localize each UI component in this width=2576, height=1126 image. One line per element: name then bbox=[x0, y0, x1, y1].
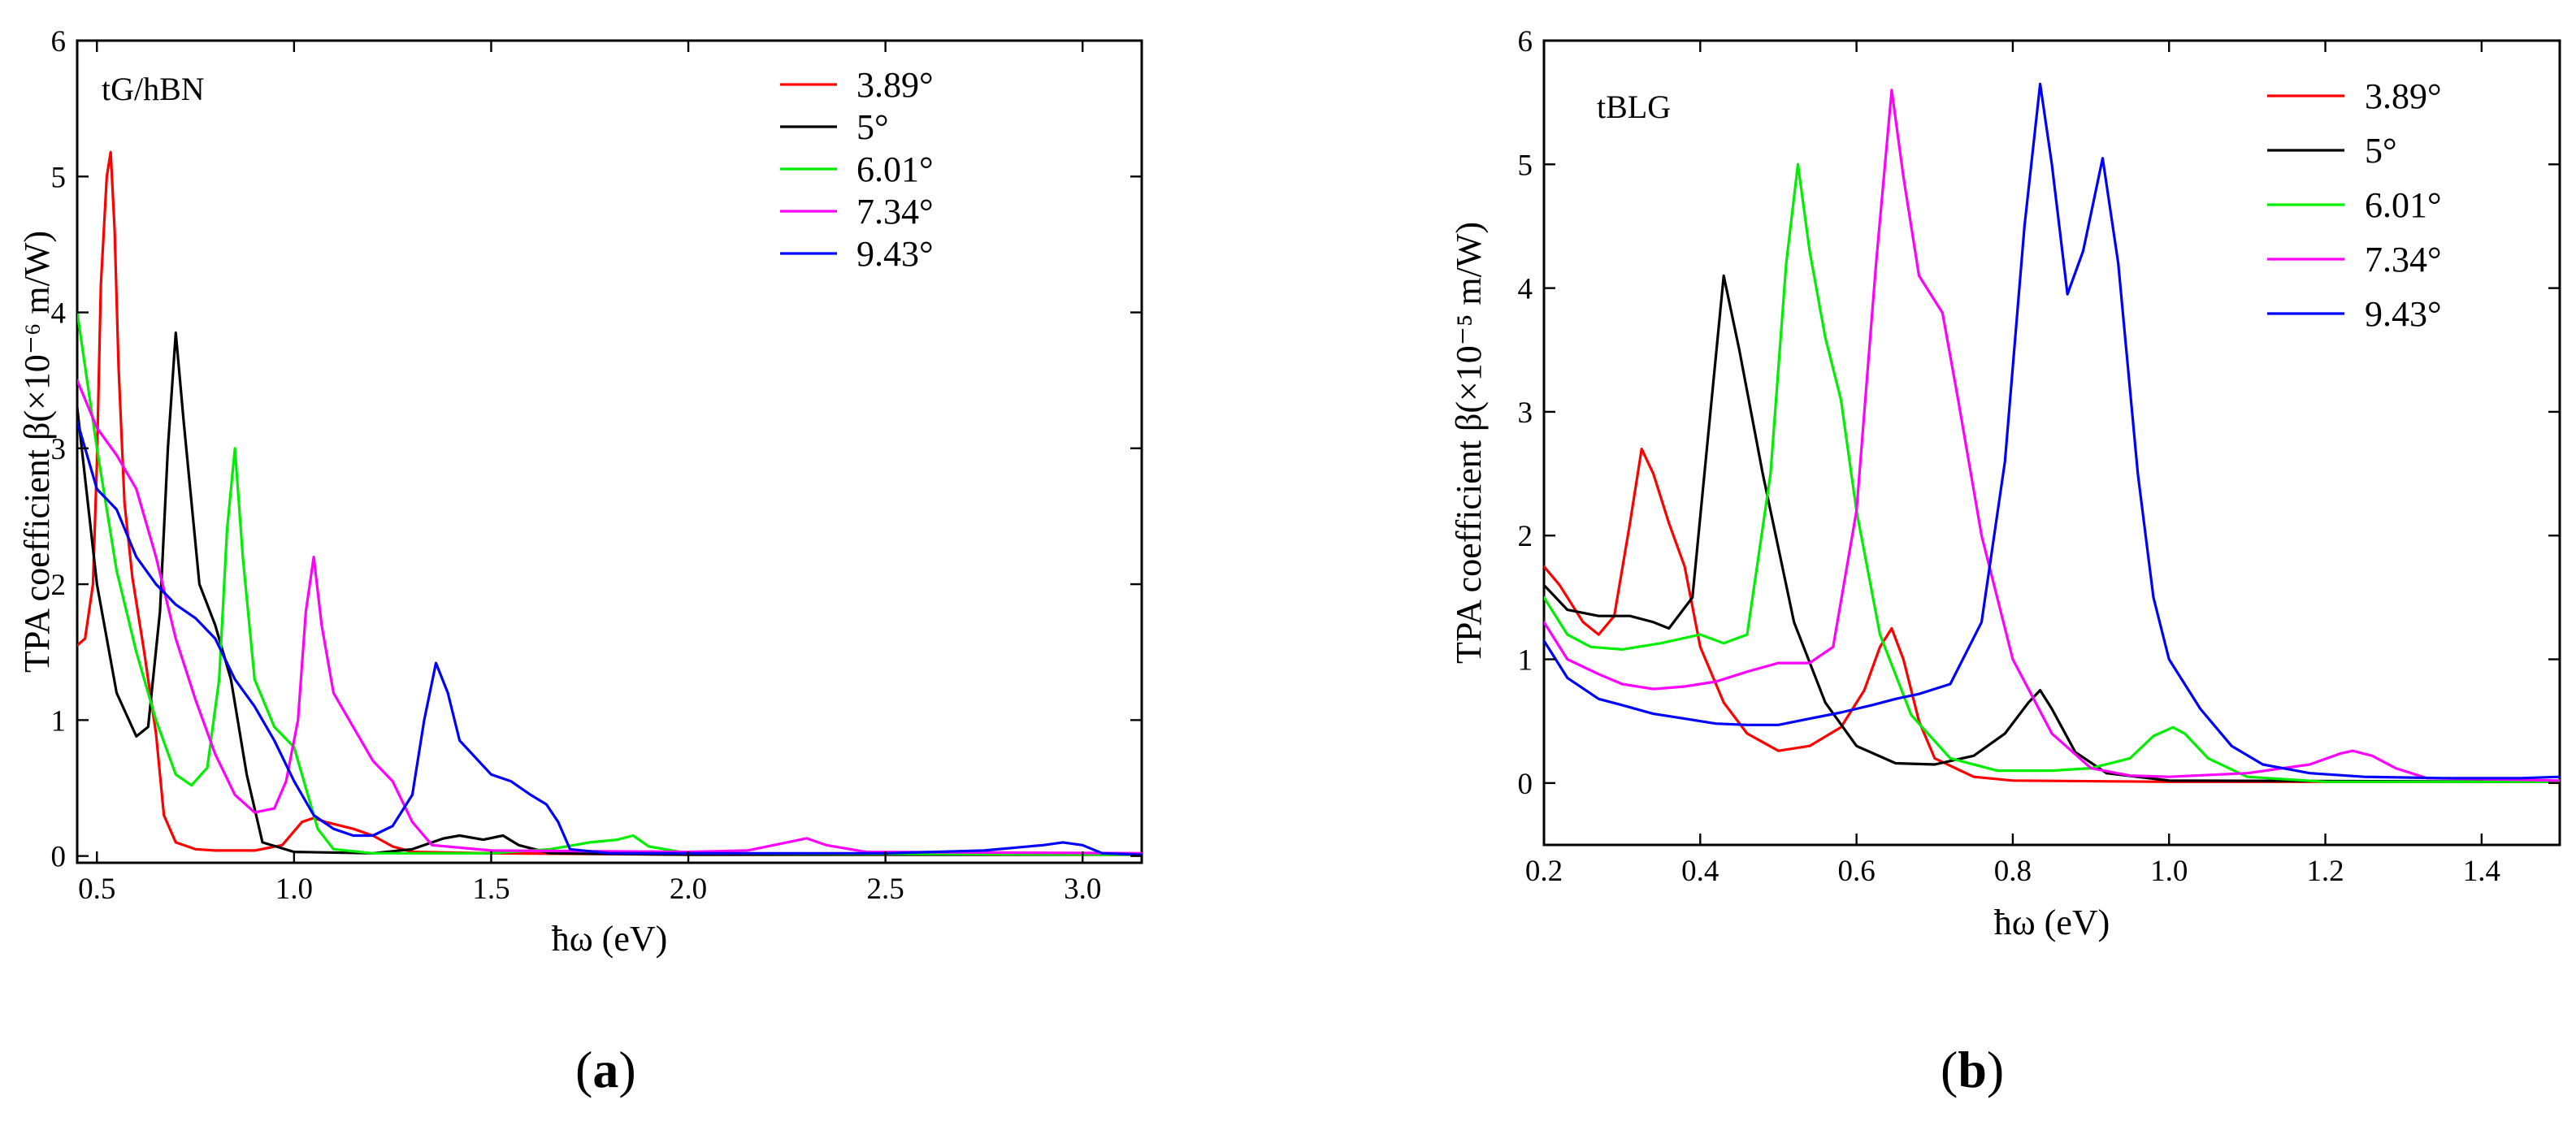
panel-b-series-layer bbox=[1544, 82, 2560, 783]
panel-a-x-tick-label: 1.5 bbox=[472, 873, 510, 906]
panel-b-y-tick-label: 6 bbox=[1518, 25, 1533, 58]
panel-b-series-3-89-deg-line bbox=[1544, 448, 2560, 783]
panel-a-legend-label: 6.01° bbox=[856, 149, 934, 189]
panel-a-y-tick-label: 5 bbox=[51, 161, 67, 194]
panel-b-title: tBLG bbox=[1597, 89, 1671, 125]
panel-a-y-axis-label: TPA coefficient β(×10⁻⁶ m/W) bbox=[17, 231, 57, 673]
panel-b-caption-letter: b bbox=[1958, 1041, 1987, 1098]
panel-b-legend-label: 6.01° bbox=[2365, 185, 2442, 225]
panel-a-x-tick-label: 1.0 bbox=[275, 873, 313, 906]
panel-a-series-6-01-deg-line bbox=[77, 310, 1142, 856]
panel-b-legend-label: 3.89° bbox=[2365, 76, 2442, 116]
panel-a-series-layer bbox=[77, 150, 1142, 856]
panel-a-chart: 0.5 1.0 1.5 2.0 2.5 3.0 0 1 2 3 4 5 6 tG/hBN 3.89°5°… bbox=[17, 25, 1143, 1098]
panel-a-legend-label: 9.43° bbox=[856, 234, 934, 274]
panel-a-x-tick-label: 3.0 bbox=[1064, 873, 1101, 906]
panel-a-series-3-89-deg-line bbox=[77, 150, 1142, 856]
panel-a-plot-frame bbox=[76, 39, 1143, 864]
panel-b-y-tick-label: 0 bbox=[1518, 768, 1533, 801]
panel-a-x-tick-label: 2.5 bbox=[867, 873, 904, 906]
panel-b-y-tick-label: 2 bbox=[1518, 520, 1533, 553]
panel-b-legend: 3.89° 5° 6.01° 7.34° 9.43° bbox=[2267, 76, 2442, 334]
panel-a-x-tick-label: 0.5 bbox=[78, 873, 115, 906]
panel-b-x-tick-label: 0.6 bbox=[1837, 855, 1875, 888]
panel-b-x-axis-label: ħω (eV) bbox=[1994, 903, 2110, 942]
panel-b-plot-frame bbox=[1542, 39, 2561, 847]
panel-b-x-tick-label: 1.4 bbox=[2463, 855, 2500, 888]
panel-a-x-tick-label: 2.0 bbox=[670, 873, 707, 906]
panel-b-tick-layer: 0.2 0.4 0.6 0.8 1.0 1.2 1.4 0 1 2 3 4 5 6 bbox=[1518, 25, 2560, 888]
panel-a-series-7-34-deg-line bbox=[77, 379, 1142, 855]
panel-a-legend-label: 7.34° bbox=[856, 192, 934, 232]
panel-a-x-axis-label: ħω (eV) bbox=[552, 919, 668, 959]
panel-a-y-tick-label: 4 bbox=[51, 297, 67, 331]
panel-a-tick-layer: 0.5 1.0 1.5 2.0 2.5 3.0 0 1 2 3 4 5 6 bbox=[51, 25, 1142, 906]
panel-a-y-tick-label: 6 bbox=[51, 25, 67, 58]
panel-a-legend-label: 3.89° bbox=[856, 65, 934, 105]
panel-b-x-tick-label: 1.2 bbox=[2306, 855, 2344, 888]
panel-b-x-tick-label: 0.2 bbox=[1525, 855, 1563, 888]
panel-a-legend: 3.89°5°6.01°7.34°9.43° bbox=[780, 65, 934, 274]
panel-b-chart: 0.2 0.4 0.6 0.8 1.0 1.2 1.4 0 1 2 3 4 5 6 tBLG 3.89° 5… bbox=[1449, 25, 2561, 1098]
panel-b-caption: (b) bbox=[1941, 1041, 2004, 1098]
panel-b-series-9-43-deg-line bbox=[1544, 82, 2560, 780]
panel-b-legend-label: 9.43° bbox=[2365, 294, 2442, 334]
panel-a-caption-letter: a bbox=[592, 1041, 618, 1098]
panel-b-x-tick-label: 0.8 bbox=[1994, 855, 2032, 888]
panel-a-title: tG/hBN bbox=[102, 71, 205, 107]
panel-b-y-axis-label: TPA coefficient β(×10⁻⁵ m/W) bbox=[1449, 222, 1489, 664]
panel-b-series-5-deg-line bbox=[1544, 274, 2560, 783]
panel-b-x-tick-label: 0.4 bbox=[1681, 855, 1719, 888]
panel-a-caption: (a) bbox=[575, 1041, 636, 1098]
panel-b-x-tick-label: 1.0 bbox=[2150, 855, 2188, 888]
panel-a-series-5-deg-line bbox=[77, 331, 1142, 856]
panel-b-y-tick-label: 1 bbox=[1518, 644, 1533, 678]
panel-a-series-9-43-deg-line bbox=[77, 419, 1142, 856]
panel-b-y-tick-label: 3 bbox=[1518, 396, 1533, 430]
panel-b-legend-label: 5° bbox=[2365, 131, 2397, 171]
panel-b-legend-label: 7.34° bbox=[2365, 240, 2442, 279]
panel-b-y-tick-label: 5 bbox=[1518, 149, 1533, 182]
panel-a-legend-label: 5° bbox=[856, 107, 889, 147]
panel-a-y-tick-label: 2 bbox=[51, 569, 67, 602]
panel-b-series-7-34-deg-line bbox=[1544, 89, 2560, 782]
panel-b-y-tick-label: 4 bbox=[1518, 273, 1533, 306]
panel-a-y-tick-label: 1 bbox=[51, 704, 67, 738]
panel-a-y-tick-label: 3 bbox=[51, 433, 67, 466]
panel-a-y-tick-label: 0 bbox=[51, 841, 67, 874]
